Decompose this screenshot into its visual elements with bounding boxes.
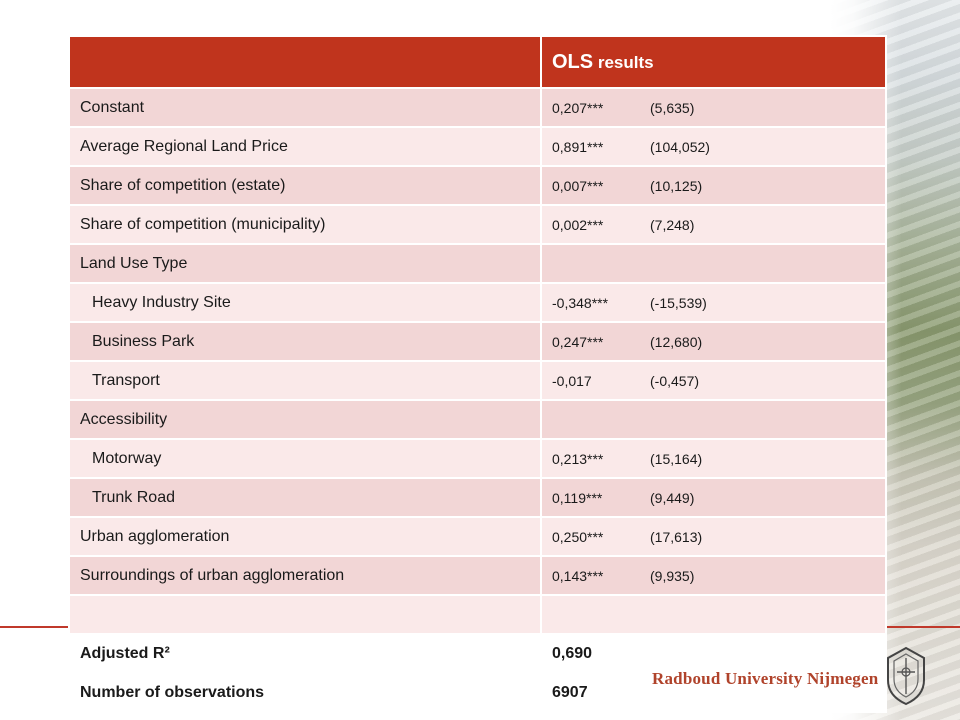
variable-label: Land Use Type bbox=[80, 254, 188, 272]
university-logo: Radboud University Nijmegen bbox=[652, 646, 925, 706]
table-row: Constant 0,207*** (5,635) bbox=[68, 87, 887, 128]
variable-name-cell: Share of competition (estate) bbox=[68, 165, 542, 206]
variable-name-cell: Trunk Road bbox=[68, 477, 542, 518]
estimate-cell: -0,348*** (-15,539) bbox=[540, 282, 887, 323]
table-header-row: OLS results bbox=[68, 35, 887, 89]
coefficient-value: 0,247*** bbox=[552, 333, 604, 350]
variable-name-cell: Surroundings of urban agglomeration bbox=[68, 555, 542, 596]
coefficient-value: 0,213*** bbox=[552, 450, 604, 467]
table-row: Average Regional Land Price 0,891*** (104,… bbox=[68, 126, 887, 167]
variable-label: Accessibility bbox=[80, 410, 168, 428]
variable-label: Share of competition (estate) bbox=[80, 176, 286, 194]
t-statistic-value: (104,052) bbox=[650, 138, 710, 155]
estimate-cell bbox=[540, 243, 887, 284]
coefficient-value: -0,348*** bbox=[552, 294, 609, 311]
estimate-cell: 0,119*** (9,449) bbox=[540, 477, 887, 518]
table-title: OLS results bbox=[552, 51, 654, 73]
table-row: Business Park 0,247*** (12,680) bbox=[68, 321, 887, 362]
summary-value: 6907 bbox=[540, 672, 887, 713]
summary-value: 0,690 bbox=[540, 633, 887, 674]
t-statistic-value: (-0,457) bbox=[650, 372, 700, 389]
variable-name-cell: Urban agglomeration bbox=[68, 516, 542, 557]
estimate-cell bbox=[540, 399, 887, 440]
t-statistic-value: (10,125) bbox=[650, 177, 703, 194]
variable-label: Share of competition (municipality) bbox=[80, 215, 326, 233]
table-row: Share of competition (municipality) 0,002… bbox=[68, 204, 887, 245]
summary-row: Number of observations 6907 bbox=[68, 672, 887, 713]
variable-name-cell: Heavy Industry Site bbox=[68, 282, 542, 323]
table-title-rest: results bbox=[593, 52, 654, 72]
table-row: Motorway 0,213*** (15,164) bbox=[68, 438, 887, 479]
estimate-cell: 0,247*** (12,680) bbox=[540, 321, 887, 362]
estimate-cell: 0,250*** (17,613) bbox=[540, 516, 887, 557]
variable-label: Motorway bbox=[92, 449, 162, 467]
t-statistic-value: (15,164) bbox=[650, 450, 703, 467]
table-row: Accessibility bbox=[68, 399, 887, 440]
estimate-cell: 0,891*** (104,052) bbox=[540, 126, 887, 167]
t-statistic-value: (17,613) bbox=[650, 528, 703, 545]
t-statistic-value: (9,449) bbox=[650, 489, 695, 506]
t-statistic-value: (7,248) bbox=[650, 216, 695, 233]
variable-label: Business Park bbox=[92, 332, 195, 350]
variable-label: Constant bbox=[80, 98, 145, 116]
variable-name-cell: Share of competition (municipality) bbox=[68, 204, 542, 245]
variable-label: Surroundings of urban agglomeration bbox=[80, 566, 345, 584]
variable-name-cell: Business Park bbox=[68, 321, 542, 362]
table-title-main: OLS bbox=[552, 50, 594, 73]
summary-label: Number of observations bbox=[68, 672, 542, 713]
estimate-cell: 0,002*** (7,248) bbox=[540, 204, 887, 245]
university-name: Radboud University Nijmegen bbox=[652, 669, 879, 688]
t-statistic-value: (12,680) bbox=[650, 333, 703, 350]
coefficient-value: 0,891*** bbox=[552, 138, 604, 155]
table-row: Transport -0,017 (-0,457) bbox=[68, 360, 887, 401]
coefficient-value: 0,250*** bbox=[552, 528, 604, 545]
variable-label: Urban agglomeration bbox=[80, 527, 230, 545]
table-row: Share of competition (estate) 0,007*** (10… bbox=[68, 165, 887, 206]
coefficient-value: 0,143*** bbox=[552, 567, 604, 584]
coefficient-value: 0,007*** bbox=[552, 177, 604, 194]
table-row: Urban agglomeration 0,250*** (17,613) bbox=[68, 516, 887, 557]
estimate-cell bbox=[540, 594, 887, 635]
table-row bbox=[68, 594, 887, 635]
variable-name-cell: Motorway bbox=[68, 438, 542, 479]
table-row: Trunk Road 0,119*** (9,449) bbox=[68, 477, 887, 518]
variable-label: Average Regional Land Price bbox=[80, 137, 288, 155]
variable-name-cell: Land Use Type bbox=[68, 243, 542, 284]
estimate-cell: -0,017 (-0,457) bbox=[540, 360, 887, 401]
header-label-cell bbox=[68, 35, 542, 89]
table-row: Land Use Type bbox=[68, 243, 887, 284]
t-statistic-value: (-15,539) bbox=[650, 294, 707, 311]
t-statistic-value: (5,635) bbox=[650, 99, 695, 116]
summary-label: Adjusted R² bbox=[68, 633, 542, 674]
variable-name-cell: Accessibility bbox=[68, 399, 542, 440]
t-statistic-value: (9,935) bbox=[650, 567, 695, 584]
coefficient-value: 0,002*** bbox=[552, 216, 604, 233]
variable-name-cell bbox=[68, 594, 542, 635]
estimate-cell: 0,213*** (15,164) bbox=[540, 438, 887, 479]
ols-results-table: OLS results Constant 0,207*** (5,635) Avera… bbox=[68, 35, 887, 713]
coefficient-value: -0,017 bbox=[552, 372, 592, 389]
header-title-cell: OLS results bbox=[540, 35, 887, 89]
estimate-cell: 0,007*** (10,125) bbox=[540, 165, 887, 206]
variable-label: Heavy Industry Site bbox=[92, 293, 231, 311]
table-row: Heavy Industry Site -0,348*** (-15,539) bbox=[68, 282, 887, 323]
estimate-cell: 0,207*** (5,635) bbox=[540, 87, 887, 128]
variable-name-cell: Transport bbox=[68, 360, 542, 401]
coefficient-value: 0,207*** bbox=[552, 99, 604, 116]
variable-name-cell: Average Regional Land Price bbox=[68, 126, 542, 167]
variable-name-cell: Constant bbox=[68, 87, 542, 128]
summary-row: Adjusted R² 0,690 bbox=[68, 633, 887, 674]
variable-label: Trunk Road bbox=[92, 488, 175, 506]
variable-label: Transport bbox=[92, 371, 160, 389]
table-row: Surroundings of urban agglomeration 0,143… bbox=[68, 555, 887, 596]
university-seal-icon bbox=[887, 646, 925, 706]
coefficient-value: 0,119*** bbox=[552, 489, 603, 506]
estimate-cell: 0,143*** (9,935) bbox=[540, 555, 887, 596]
